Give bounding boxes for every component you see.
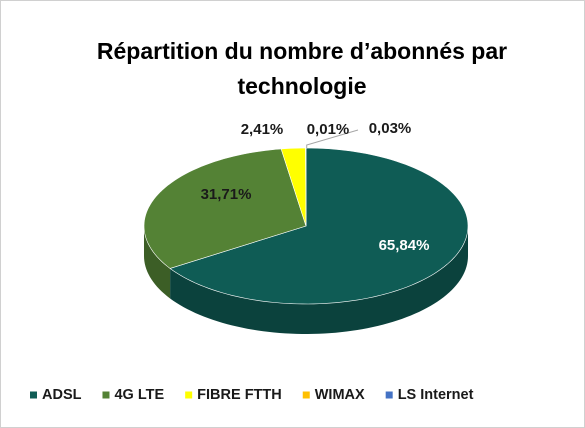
data-label: 2,41% [241,121,284,138]
legend-marker [385,391,393,399]
pie-slice [169,147,469,305]
data-label: 0,01% [307,121,350,138]
legend-label: WIMAX [315,387,365,403]
pie-slice [143,148,307,269]
legend-marker [185,391,193,399]
legend-label: LS Internet [398,387,474,403]
pie-side [144,226,171,299]
legend-marker [30,391,37,399]
data-label: 65,84% [379,237,430,254]
legend-marker [302,391,310,399]
chart-title: Répartition du nombre d’abonnés par tech… [96,38,508,99]
legend-label: FIBRE FTTH [197,387,282,403]
legend-label: ADSL [42,387,82,403]
legend-label: 4G LTE [114,387,164,403]
leader-line [306,129,359,149]
pie-slice [280,147,307,227]
data-label: 31,71% [201,186,252,203]
legend-marker [102,391,110,399]
data-label: 0,03% [369,120,412,137]
pie-side [170,226,468,334]
